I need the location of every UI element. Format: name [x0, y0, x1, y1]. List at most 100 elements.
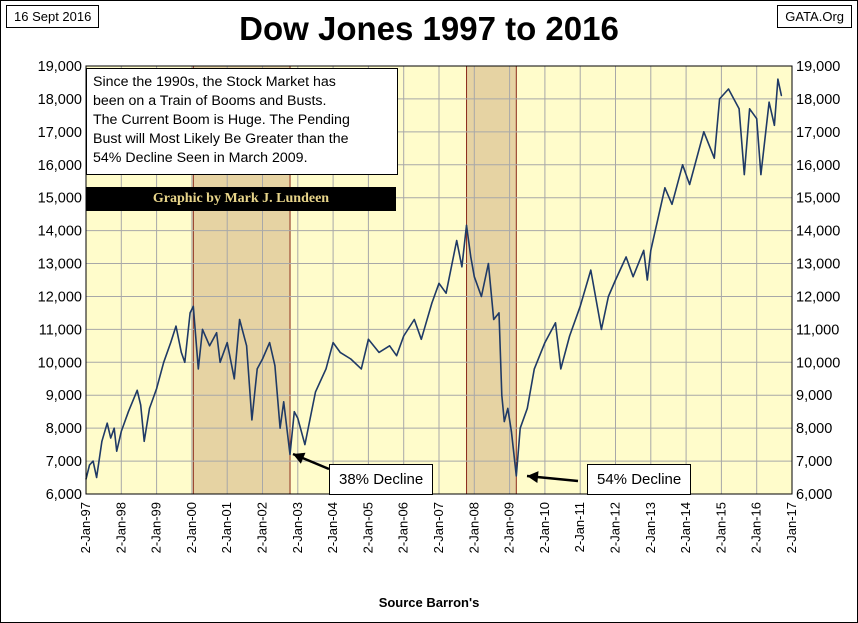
data-point	[148, 407, 151, 409]
y-tick-label-right: 11,000	[796, 322, 839, 338]
data-point	[780, 95, 783, 97]
y-tick-label-right: 9,000	[796, 388, 832, 404]
y-tick-label-left: 15,000	[38, 191, 82, 207]
y-tick-label-left: 17,000	[38, 125, 82, 141]
data-point	[120, 430, 122, 433]
callout-arrowhead	[293, 452, 306, 464]
data-point	[246, 345, 248, 347]
data-point	[533, 368, 535, 370]
data-point	[646, 279, 648, 281]
plot-border	[85, 65, 793, 495]
x-tick-label: 2-Jan-15	[713, 502, 728, 553]
data-point	[156, 388, 158, 390]
data-point	[445, 292, 447, 294]
x-tick-label: 2-Jan-97	[78, 502, 93, 553]
x-tick-label: 2-Jan-02	[255, 502, 270, 553]
source-label: Source Barron's	[378, 595, 480, 610]
note-line: Since the 1990s, the Stock Market has	[93, 74, 336, 90]
data-point	[643, 249, 645, 251]
data-point	[378, 351, 380, 354]
data-point	[526, 407, 528, 409]
data-point	[238, 318, 241, 321]
data-point	[607, 295, 610, 298]
data-point	[180, 351, 182, 354]
data-point	[268, 341, 271, 344]
data-point	[116, 450, 118, 452]
data-point	[487, 262, 490, 265]
data-point	[360, 368, 362, 370]
y-tick-label-left: 19,000	[38, 59, 82, 75]
data-point	[192, 305, 194, 307]
data-point	[325, 368, 327, 370]
y-tick-label-left: 13,000	[38, 257, 82, 273]
y-tick-label-right: 8,000	[796, 421, 832, 437]
data-point	[413, 318, 415, 321]
y-tick-label-right: 6,000	[796, 487, 832, 503]
data-point	[274, 365, 276, 367]
data-point	[388, 345, 391, 347]
data-point	[600, 328, 602, 330]
y-tick-label-right: 18,000	[796, 92, 840, 108]
decline-callout-2002: 38% Decline	[329, 464, 434, 495]
data-point	[184, 361, 186, 363]
x-tick-label: 2-Jan-03	[290, 502, 305, 553]
data-point	[88, 464, 91, 466]
data-point	[189, 312, 191, 314]
y-tick-label-left: 8,000	[46, 421, 82, 437]
data-point	[163, 361, 165, 363]
data-point	[283, 401, 285, 403]
data-point	[367, 338, 369, 340]
data-point	[749, 108, 751, 110]
data-point	[339, 351, 341, 354]
decline-callout-2009: 54% Decline	[587, 464, 692, 495]
data-point	[503, 420, 505, 423]
x-tick-label: 2-Jan-17	[784, 502, 799, 553]
data-point	[92, 460, 94, 462]
data-point	[473, 276, 475, 278]
data-point	[110, 437, 112, 439]
x-tick-label: 2-Jan-07	[431, 502, 446, 553]
y-tick-label-left: 18,000	[38, 92, 82, 108]
data-point	[208, 345, 211, 347]
data-point	[544, 341, 546, 344]
data-point	[101, 440, 103, 442]
data-point	[297, 417, 299, 419]
x-tick-label: 2-Jan-08	[466, 502, 481, 553]
data-point	[777, 78, 779, 80]
data-point	[743, 174, 745, 176]
data-point	[689, 183, 691, 186]
data-point	[279, 427, 281, 429]
x-tick-label: 2-Jan-10	[537, 502, 552, 553]
x-tick-label: 2-Jan-99	[149, 502, 164, 553]
y-tick-label-right: 10,000	[796, 355, 840, 371]
y-tick-label-right: 19,000	[796, 59, 840, 75]
data-point	[560, 368, 562, 370]
data-point	[143, 440, 145, 442]
commentary-note: Since the 1990s, the Stock Market has be…	[86, 68, 398, 175]
data-point	[507, 407, 509, 409]
data-point	[760, 174, 762, 176]
data-point	[501, 394, 503, 396]
x-tick-label: 2-Jan-14	[678, 502, 693, 553]
data-point	[461, 266, 463, 268]
data-point	[470, 256, 472, 258]
data-point	[332, 341, 334, 344]
x-tick-label: 2-Jan-16	[749, 502, 764, 553]
data-point	[304, 444, 306, 446]
y-tick-label-right: 12,000	[796, 289, 840, 305]
x-tick-label: 2-Jan-98	[113, 502, 128, 553]
data-point	[216, 332, 218, 334]
x-tick-label: 2-Jan-06	[396, 502, 411, 553]
x-tick-label: 2-Jan-01	[219, 502, 234, 553]
data-point	[261, 358, 264, 360]
data-point	[113, 427, 115, 429]
data-point	[590, 269, 592, 271]
data-point	[314, 391, 317, 393]
data-point	[738, 108, 740, 110]
data-point	[719, 98, 721, 100]
y-tick-label-left: 7,000	[46, 454, 82, 470]
y-tick-label-right: 7,000	[796, 454, 832, 470]
data-point	[197, 368, 199, 370]
data-point	[420, 338, 422, 340]
data-point	[256, 368, 258, 370]
